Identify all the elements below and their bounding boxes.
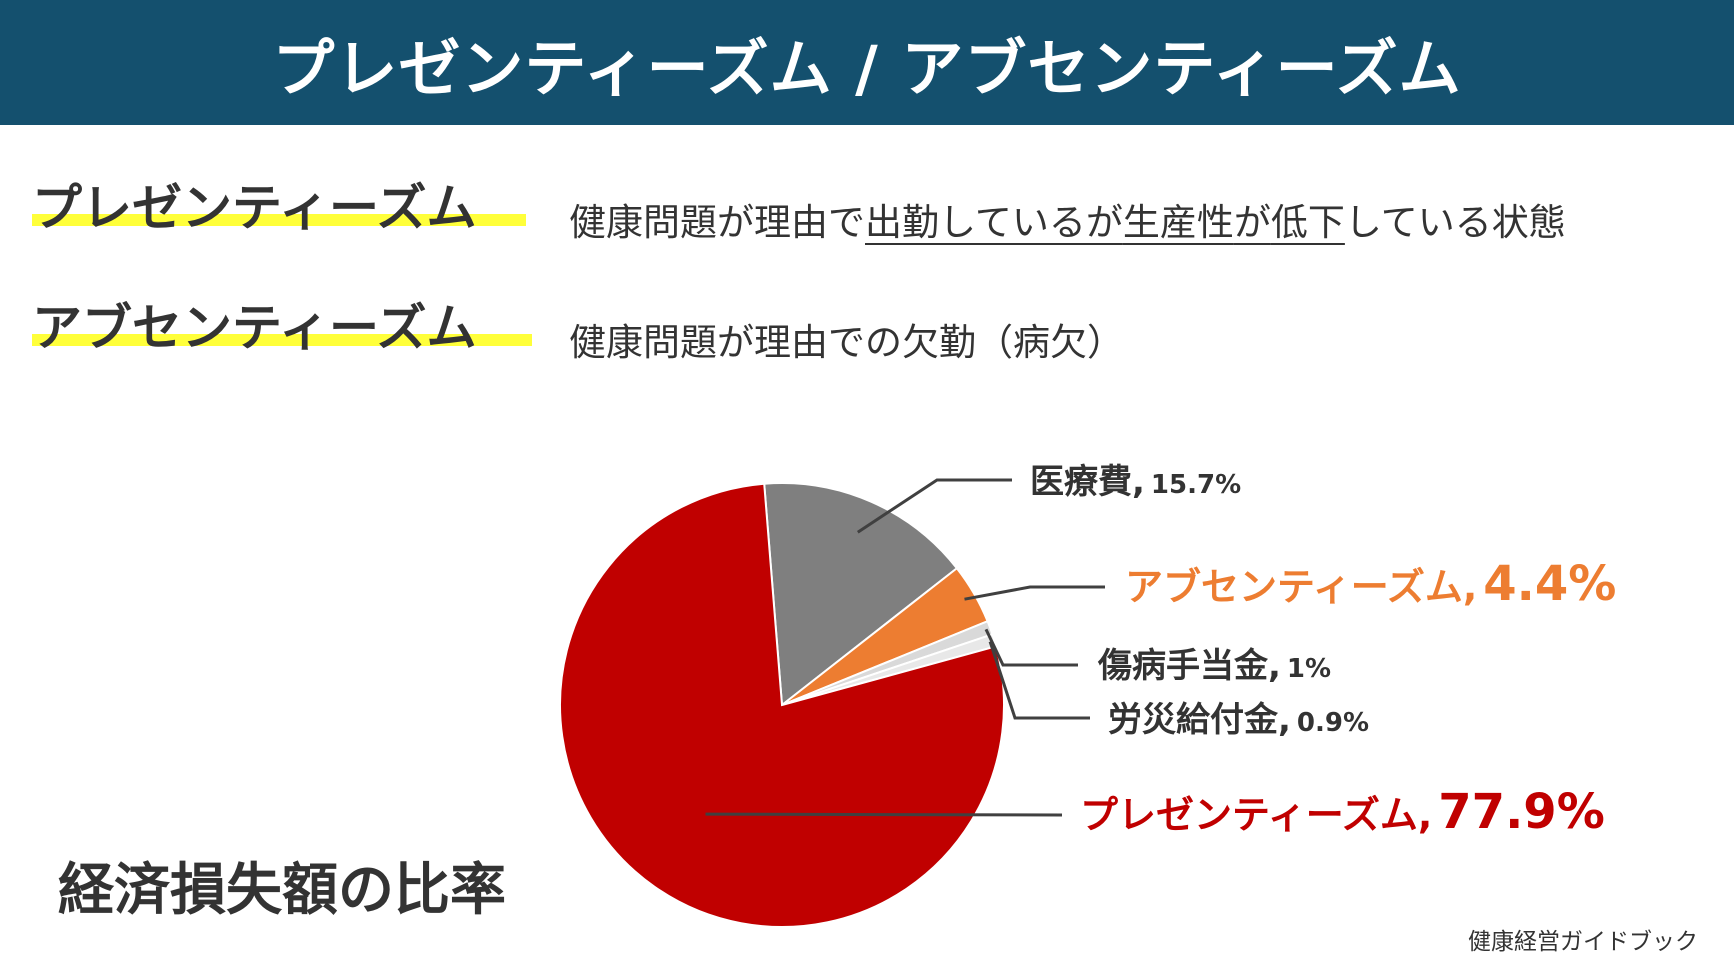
chart-title: 経済損失額の比率 [58, 858, 506, 923]
slice-label: 傷病手当金, 1% [1097, 646, 1331, 686]
desc-underlined: 出勤しているが [865, 201, 1123, 244]
leader-line [988, 641, 1090, 720]
desc-part: 健康問題が理由で [569, 201, 865, 244]
desc-underlined: が [1233, 201, 1271, 244]
pie-slice [559, 482, 1005, 929]
term-highlight [32, 334, 532, 346]
slice-label-name: プレゼンティーズム, [1080, 793, 1432, 837]
slice-label-name: 医療費, [1030, 462, 1145, 502]
definition-presenteeism-text: 健康問題が理由で出勤しているが生産性が低下している状態 [569, 192, 1566, 246]
desc-underlined: 生産性 [1122, 201, 1234, 244]
desc-underlined: 低下 [1270, 201, 1345, 244]
leader-line [705, 812, 1063, 817]
slice-label-value: 77.9% [1438, 784, 1605, 840]
desc-part: している状態 [1344, 201, 1566, 244]
slice-label-value: 15.7% [1151, 470, 1241, 500]
page-title: プレゼンティーズム / アブセンティーズム [272, 31, 1462, 105]
slice-label-value: 4.4% [1483, 556, 1616, 612]
source-credit: 健康経営ガイドブック [1468, 929, 1698, 955]
slice-label: 労災給付金, 0.9% [1108, 700, 1369, 740]
leader-line [984, 628, 1078, 667]
leader-line [964, 585, 1105, 601]
term-presenteeism: プレゼンティーズム [32, 179, 477, 237]
leader-line [856, 478, 1012, 534]
pie-slice [763, 482, 959, 707]
term-absenteeism: アブセンティーズム [32, 299, 477, 357]
slice-label: プレゼンティーズム, 77.9% [1080, 784, 1605, 840]
slice-label-value: 1% [1287, 654, 1331, 684]
header-bar: プレゼンティーズム / アブセンティーズム [0, 0, 1734, 125]
slice-label-name: 労災給付金, [1108, 700, 1291, 740]
definition-absenteeism-text: 健康問題が理由での欠勤（病欠） [569, 321, 1124, 364]
slice-label-value: 0.9% [1297, 708, 1369, 738]
slice-label-name: アブセンティーズム, [1125, 565, 1477, 609]
slice-label: 医療費, 15.7% [1030, 462, 1241, 502]
term-highlight [32, 214, 526, 226]
slice-label-name: 傷病手当金, [1097, 646, 1281, 686]
slice-label: アブセンティーズム, 4.4% [1125, 556, 1616, 612]
